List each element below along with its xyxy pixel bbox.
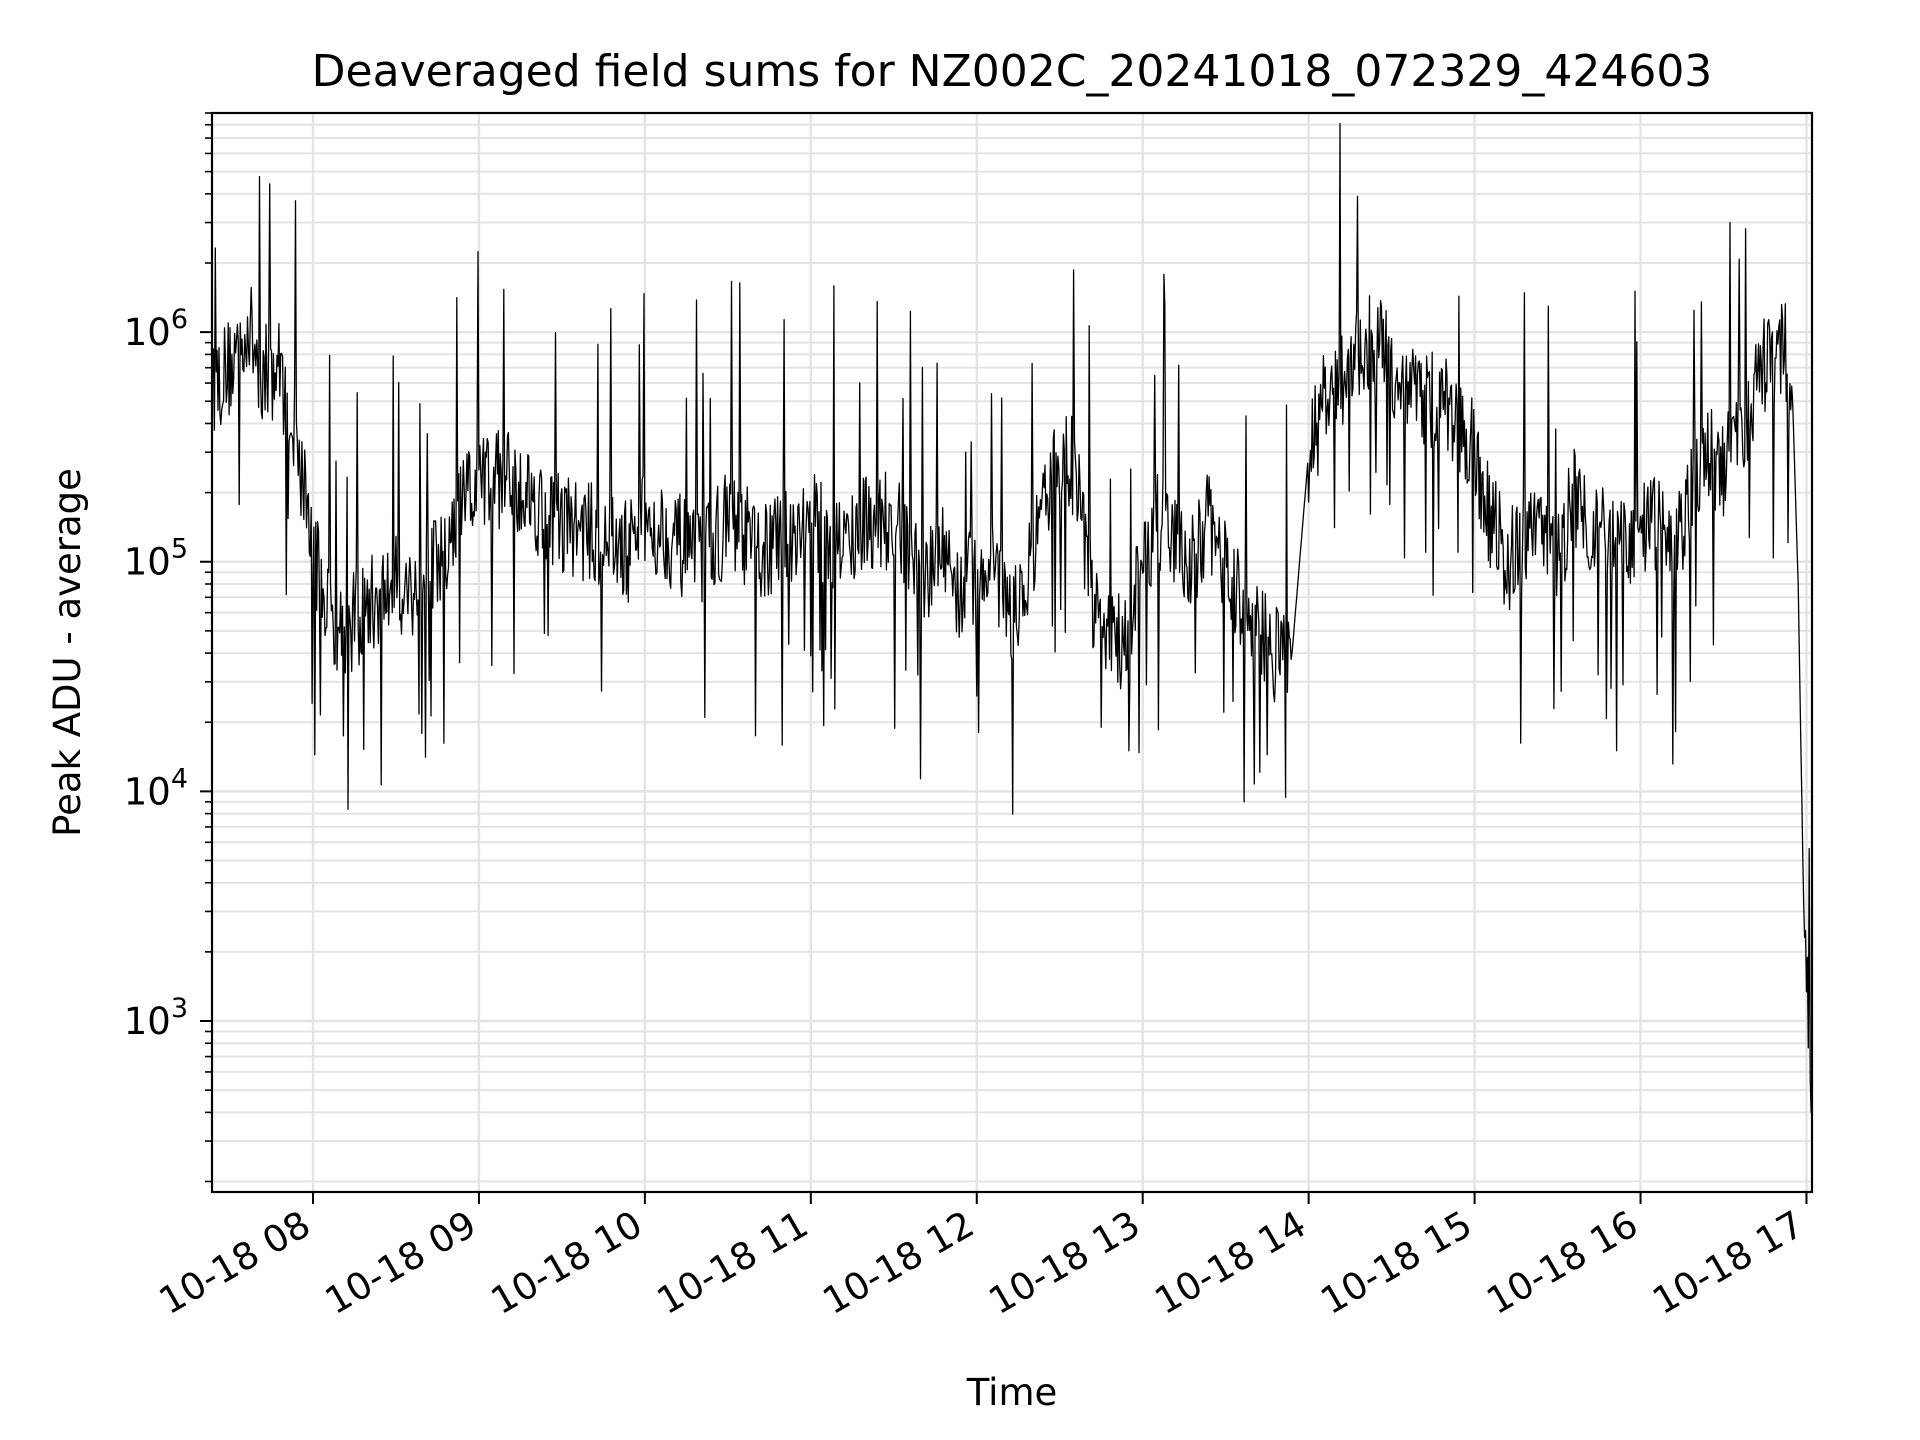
- x-tick-label: 10-18 11: [650, 1203, 816, 1323]
- x-tick-label: 10-18 08: [152, 1203, 318, 1323]
- x-tick-label: 10-18 16: [1479, 1203, 1645, 1323]
- x-tick-label: 10-18 14: [1148, 1203, 1314, 1323]
- x-tick-label: 10-18 17: [1645, 1203, 1811, 1323]
- x-tick-label: 10-18 12: [816, 1203, 982, 1323]
- x-axis-label: Time: [966, 1371, 1058, 1414]
- y-tick-label: 103: [124, 993, 188, 1043]
- series-line: [212, 122, 1813, 1113]
- y-axis-label: Peak ADU - average: [46, 468, 89, 837]
- series-layer: [212, 122, 1813, 1113]
- x-tick-label: 10-18 10: [484, 1203, 650, 1323]
- grid-layer: [212, 112, 1812, 1192]
- chart-title: Deaveraged field sums for NZ002C_2024101…: [312, 46, 1713, 97]
- y-tick-label: 105: [124, 534, 188, 584]
- x-tick-label: 10-18 15: [1314, 1203, 1480, 1323]
- y-tick-label: 104: [124, 763, 188, 813]
- x-tick-label: 10-18 13: [982, 1203, 1148, 1323]
- y-tick-label: 106: [124, 304, 188, 354]
- x-tick-label: 10-18 09: [318, 1203, 484, 1323]
